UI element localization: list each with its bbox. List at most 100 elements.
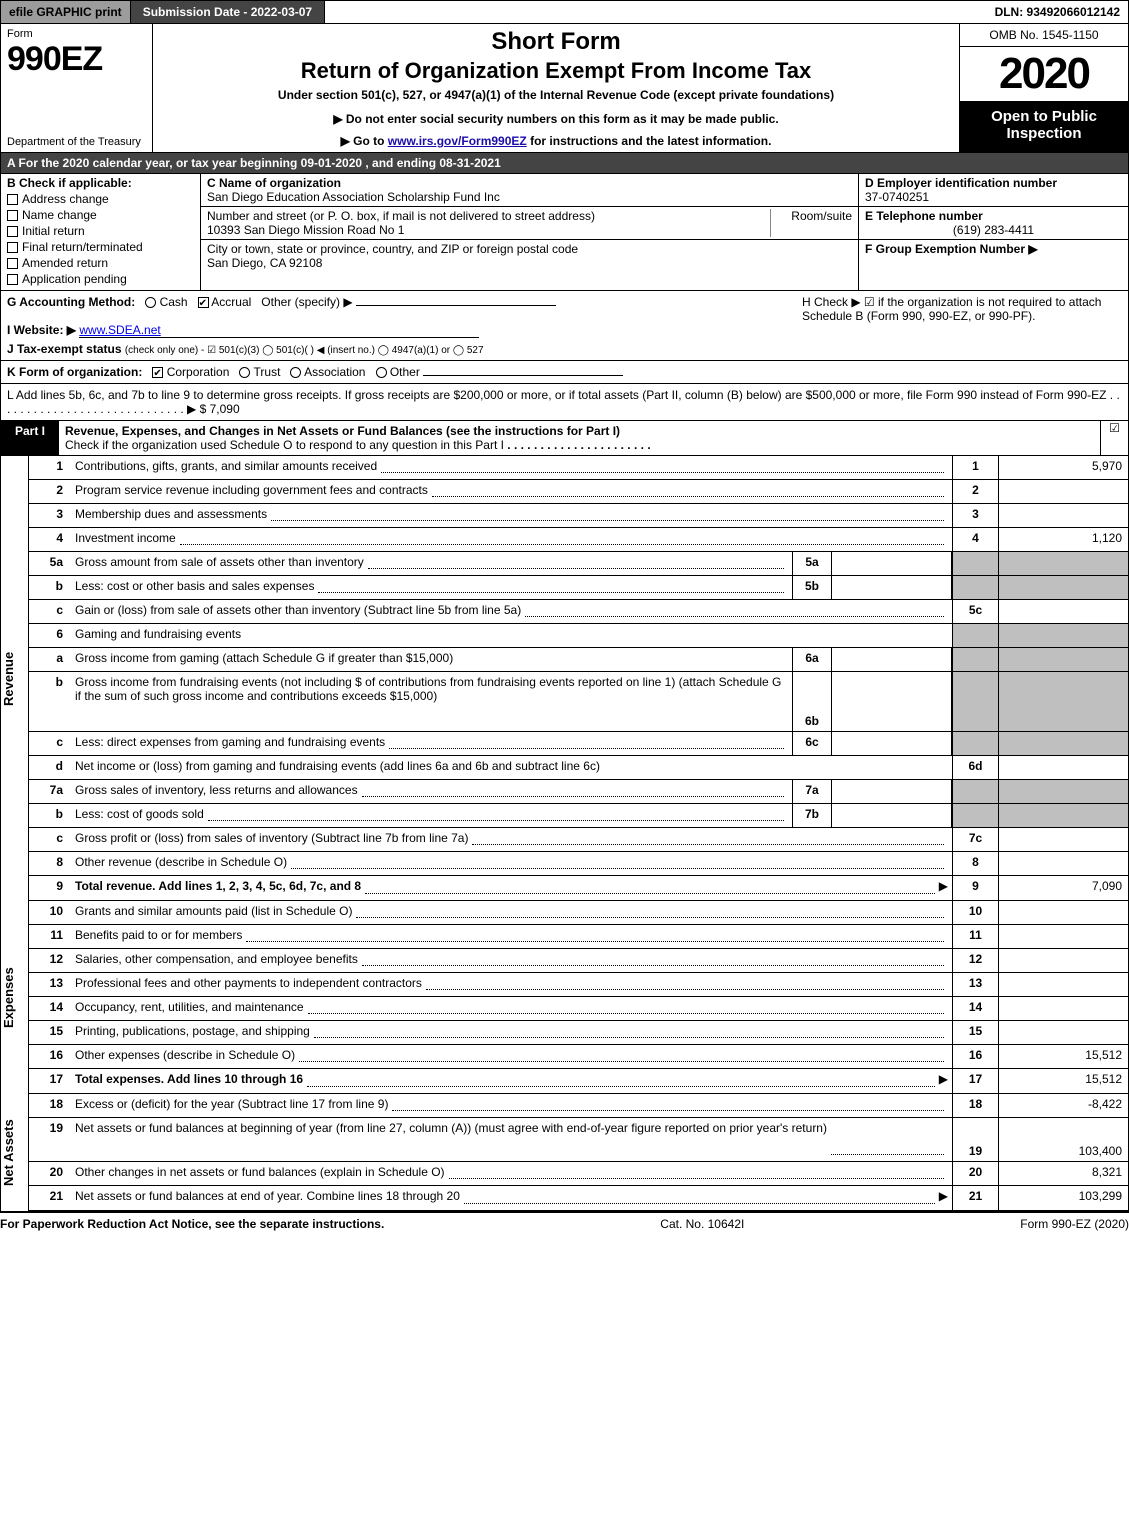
l9-n: 9 <box>29 876 71 900</box>
l5b-numshade <box>952 576 998 599</box>
l6-n: 6 <box>29 624 71 647</box>
k-corp-label: Corporation <box>167 365 230 379</box>
l15-num: 15 <box>952 1021 998 1044</box>
l5c-d: Gain or (loss) from sale of assets other… <box>75 603 521 617</box>
l17-n: 17 <box>29 1069 71 1093</box>
l6-valshade <box>998 624 1128 647</box>
g-cash-label: Cash <box>160 295 188 309</box>
dept-treasury: Department of the Treasury <box>7 136 146 148</box>
topbar: efile GRAPHIC print Submission Date - 20… <box>0 0 1129 24</box>
cb-initial-return[interactable] <box>7 226 18 237</box>
short-form-title: Short Form <box>159 28 953 56</box>
l10-d: Grants and similar amounts paid (list in… <box>75 904 352 918</box>
l6c-d: Less: direct expenses from gaming and fu… <box>75 735 385 749</box>
revenue-section: Revenue 1Contributions, gifts, grants, a… <box>0 456 1129 901</box>
l20-d: Other changes in net assets or fund bala… <box>75 1165 445 1179</box>
netassets-section: Net Assets 18Excess or (deficit) for the… <box>0 1094 1129 1211</box>
l6c-sub: 6c <box>792 732 832 755</box>
block-b-name-address: C Name of organization San Diego Educati… <box>201 174 858 290</box>
l5a-n: 5a <box>29 552 71 575</box>
block-b-right: D Employer identification number 37-0740… <box>858 174 1128 290</box>
part1-label: Part I <box>1 421 59 455</box>
l6a-d: Gross income from gaming (attach Schedul… <box>75 651 453 665</box>
d-ein-label: D Employer identification number <box>865 176 1057 190</box>
open-public: Open to Public Inspection <box>960 102 1128 152</box>
l7b-n: b <box>29 804 71 827</box>
l10-n: 10 <box>29 901 71 924</box>
l5b-valshade <box>998 576 1128 599</box>
donot-warning: ▶ Do not enter social security numbers o… <box>159 112 953 126</box>
l11-n: 11 <box>29 925 71 948</box>
cb-name-change[interactable] <box>7 210 18 221</box>
l7a-subval <box>832 780 952 803</box>
l13-d: Professional fees and other payments to … <box>75 976 422 990</box>
l-text: L Add lines 5b, 6c, and 7b to line 9 to … <box>7 388 1106 402</box>
block-b-checkboxes: B Check if applicable: Address change Na… <box>1 174 201 290</box>
revenue-grid: 1Contributions, gifts, grants, and simil… <box>28 456 1129 901</box>
c-name-label: C Name of organization <box>207 176 500 190</box>
l18-n: 18 <box>29 1094 71 1117</box>
g-other-field[interactable] <box>356 305 556 306</box>
l6a-valshade <box>998 648 1128 671</box>
l8-num: 8 <box>952 852 998 875</box>
efile-print-button[interactable]: efile GRAPHIC print <box>1 1 131 23</box>
l15-n: 15 <box>29 1021 71 1044</box>
irs-link[interactable]: www.irs.gov/Form990EZ <box>388 134 527 148</box>
block-b: B Check if applicable: Address change Na… <box>0 174 1129 291</box>
block-g-h: G Accounting Method: Cash Accrual Other … <box>0 291 1129 361</box>
l3-n: 3 <box>29 504 71 527</box>
k-corp-cb[interactable] <box>152 367 163 378</box>
block-b-title: B Check if applicable: <box>7 176 194 190</box>
l21-num: 21 <box>952 1186 998 1210</box>
g-accrual-label: Accrual <box>211 295 251 309</box>
lbl-name-change: Name change <box>22 208 97 222</box>
l9-num: 9 <box>952 876 998 900</box>
i-website-link[interactable]: www.SDEA.net <box>79 323 160 337</box>
k-other-label: Other <box>390 365 420 379</box>
l9-arrow: ▶ <box>939 879 948 893</box>
g-accrual-radio[interactable] <box>198 297 209 308</box>
form-label: Form <box>7 28 146 40</box>
header-left: Form 990EZ Department of the Treasury <box>1 24 153 152</box>
k-trust-cb[interactable] <box>239 367 250 378</box>
part1-check: ☑ <box>1100 421 1128 455</box>
k-other-field[interactable] <box>423 375 623 376</box>
l6b-numshade <box>952 672 998 731</box>
header-right: OMB No. 1545-1150 2020 Open to Public In… <box>960 24 1128 152</box>
netassets-side-label: Net Assets <box>0 1094 28 1211</box>
lbl-initial-return: Initial return <box>22 224 85 238</box>
under-section: Under section 501(c), 527, or 4947(a)(1)… <box>159 88 953 102</box>
k-assoc-cb[interactable] <box>290 367 301 378</box>
g-accounting-label: G Accounting Method: <box>7 295 135 309</box>
k-other-cb[interactable] <box>376 367 387 378</box>
l6a-numshade <box>952 648 998 671</box>
l6c-subval <box>832 732 952 755</box>
c-street-value: 10393 San Diego Mission Road No 1 <box>207 223 595 237</box>
cb-address-change[interactable] <box>7 194 18 205</box>
l21-v: 103,299 <box>998 1186 1128 1210</box>
l21-n: 21 <box>29 1186 71 1210</box>
l5c-v <box>998 600 1128 623</box>
l8-d: Other revenue (describe in Schedule O) <box>75 855 287 869</box>
l19-v: 103,400 <box>998 1118 1128 1161</box>
lbl-address-change: Address change <box>22 192 109 206</box>
cb-application-pending[interactable] <box>7 274 18 285</box>
l19-d: Net assets or fund balances at beginning… <box>75 1121 827 1135</box>
lbl-final-return: Final return/terminated <box>22 240 143 254</box>
l2-v <box>998 480 1128 503</box>
cb-amended-return[interactable] <box>7 258 18 269</box>
cb-final-return[interactable] <box>7 242 18 253</box>
l4-v: 1,120 <box>998 528 1128 551</box>
l1-num: 1 <box>952 456 998 479</box>
c-city-value: San Diego, CA 92108 <box>207 256 578 270</box>
l7c-d: Gross profit or (loss) from sales of inv… <box>75 831 468 845</box>
l2-d: Program service revenue including govern… <box>75 483 428 497</box>
l14-v <box>998 997 1128 1020</box>
l12-v <box>998 949 1128 972</box>
l5a-numshade <box>952 552 998 575</box>
l20-n: 20 <box>29 1162 71 1185</box>
g-cash-radio[interactable] <box>145 297 156 308</box>
c-room-label: Room/suite <box>770 209 852 237</box>
l6d-d: Net income or (loss) from gaming and fun… <box>75 759 600 773</box>
l16-v: 15,512 <box>998 1045 1128 1068</box>
